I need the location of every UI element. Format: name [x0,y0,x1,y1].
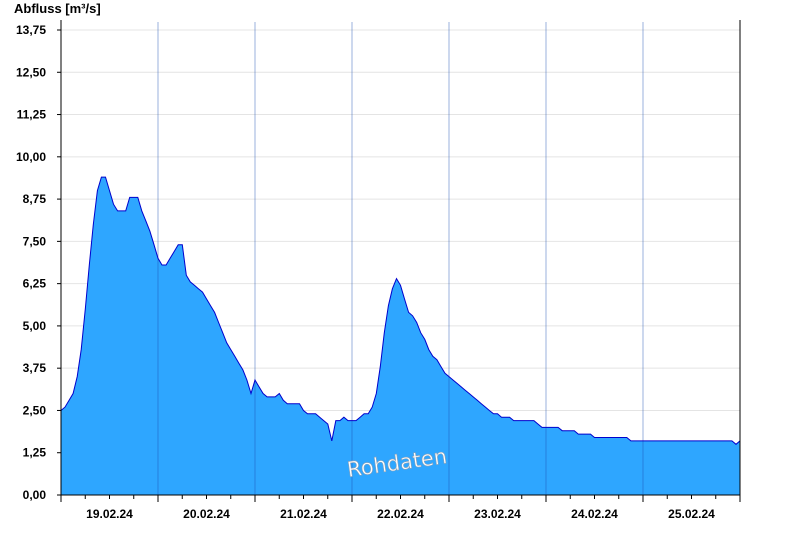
x-tick-label: 25.02.24 [668,507,715,521]
y-tick-label: 1,25 [23,446,47,460]
x-tick-label: 22.02.24 [377,507,424,521]
y-tick-label: 8,75 [23,192,47,206]
y-tick-label: 3,75 [23,361,47,375]
discharge-line [60,176,741,445]
y-tick-label: 12,50 [16,65,46,79]
y-tick-label: 13,75 [16,23,46,37]
y-tick-label: 11,25 [17,108,47,122]
x-tick-label: 21.02.24 [280,507,327,521]
y-tick-label: 6,25 [23,277,47,291]
y-axis-title: Abfluss [m³/s] [14,1,101,16]
y-tick-label: 2,50 [23,403,47,417]
discharge-area [61,177,740,495]
x-tick-labels: 19.02.24 20.02.24 21.02.24 22.02.24 23.02.24… [60,495,741,521]
y-tick-labels: 0,00 1,25 2,50 3,75 5,00 6,25 7,50 8,75 10,00 11,… [16,23,61,502]
x-tick-label: 24.02.24 [571,507,618,521]
y-tick-label: 0,00 [23,488,47,502]
x-tick-label: 23.02.24 [474,507,521,521]
y-tick-label: 10,00 [16,150,46,164]
x-tick-label: 19.02.24 [86,507,133,521]
y-tick-label: 5,00 [23,319,47,333]
day-separators [157,22,644,495]
x-tick-label: 20.02.24 [183,507,230,521]
y-tick-label: 7,50 [23,234,47,248]
